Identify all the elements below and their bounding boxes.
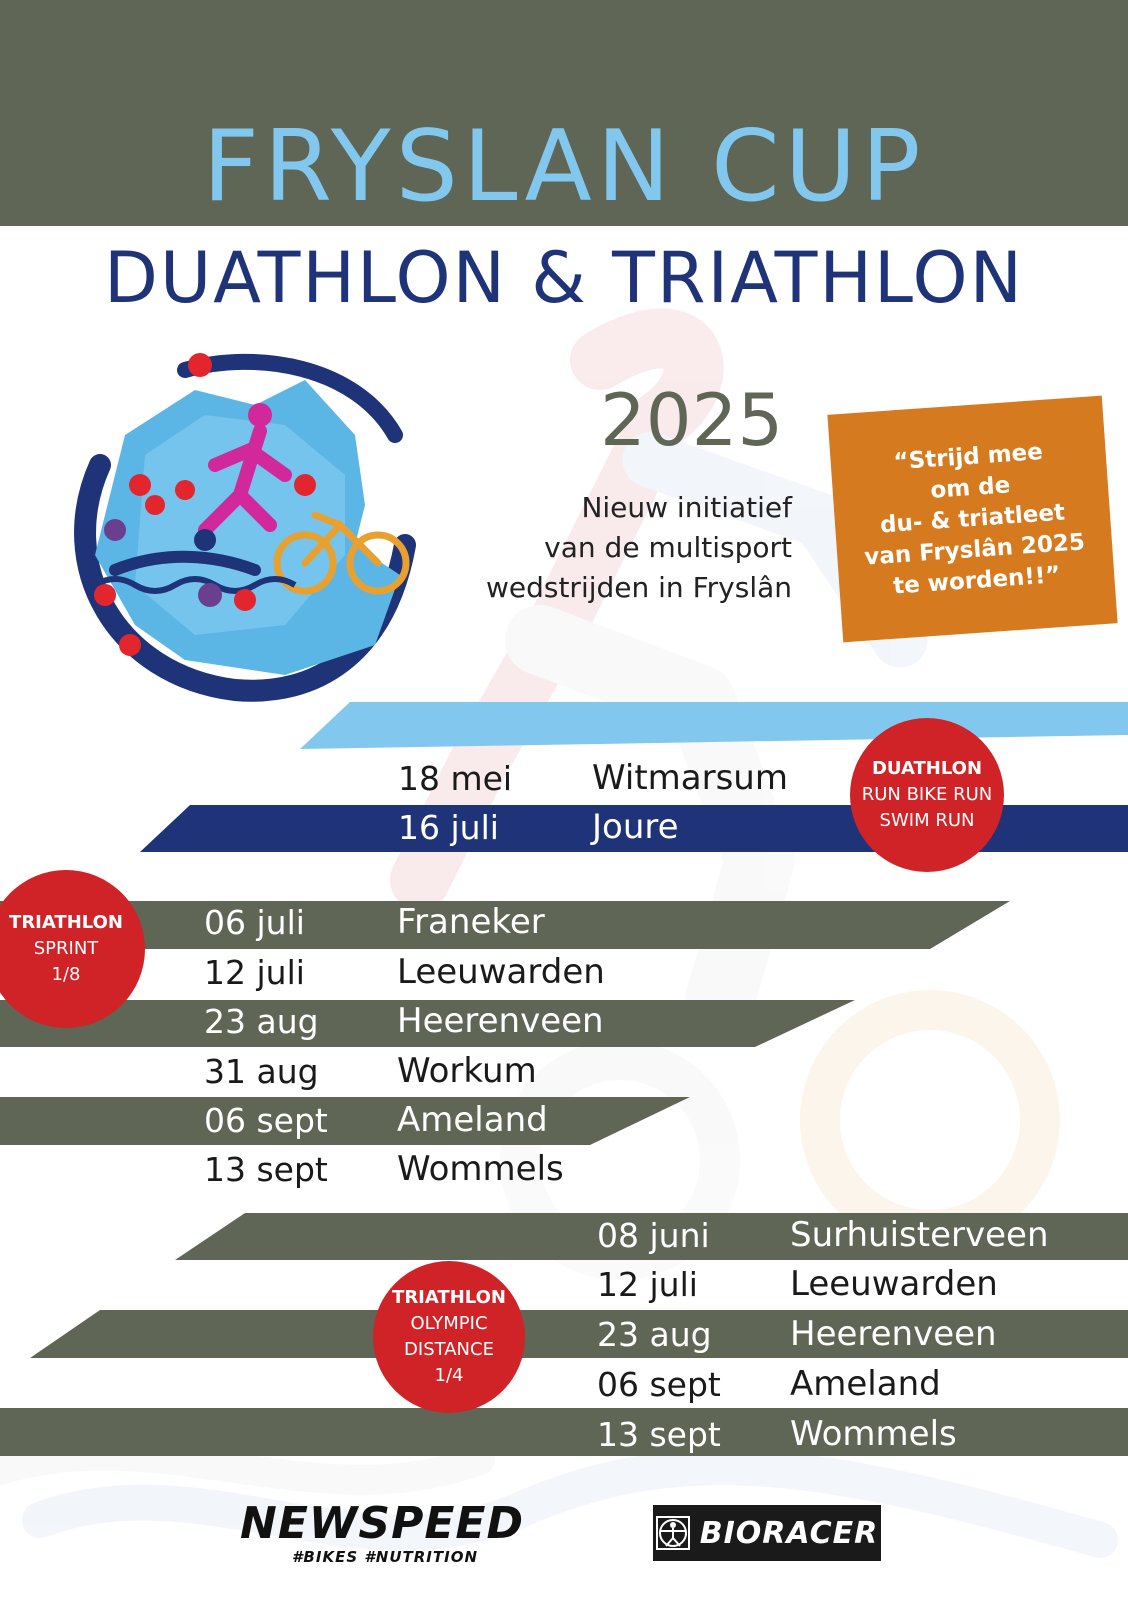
sprint-place: Ameland bbox=[397, 1100, 548, 1140]
olympic-date: 23 aug bbox=[597, 1315, 712, 1354]
olympic-date: 12 juli bbox=[597, 1265, 698, 1304]
badge-line: SPRINT bbox=[33, 938, 99, 959]
intro-text: Nieuw initiatief van de multisport wedst… bbox=[400, 488, 792, 608]
duathlon-band-top bbox=[300, 702, 1128, 749]
duathlon-place: Witmarsum bbox=[592, 758, 788, 798]
sprint-band-3 bbox=[0, 1097, 690, 1145]
newspeed-tagline: #BIKES #NUTRITION bbox=[292, 1548, 478, 1566]
olympic-date: 08 juni bbox=[597, 1216, 710, 1255]
sprint-badge: TRIATHLON SPRINT 1/8 bbox=[0, 870, 145, 1028]
sprint-date: 06 sept bbox=[204, 1101, 328, 1140]
sprint-date: 31 aug bbox=[204, 1052, 319, 1091]
sprint-band-2 bbox=[0, 1000, 855, 1047]
sprint-date: 23 aug bbox=[204, 1002, 319, 1041]
sprint-place: Leeuwarden bbox=[397, 952, 605, 992]
badge-line: RUN BIKE RUN bbox=[861, 784, 993, 805]
vitruvian-icon bbox=[655, 1516, 690, 1550]
intro-line: wedstrijden in Fryslân bbox=[485, 571, 792, 604]
newspeed-logo: NEWSPEED bbox=[240, 1498, 524, 1549]
olympic-place: Heerenveen bbox=[790, 1314, 997, 1354]
badge-title: DUATHLON bbox=[871, 758, 983, 779]
badge-title: TRIATHLON bbox=[392, 1287, 506, 1308]
olympic-band-2 bbox=[30, 1310, 1128, 1358]
olympic-place: Surhuisterveen bbox=[790, 1215, 1049, 1255]
badge-line: 1/4 bbox=[434, 1365, 464, 1386]
header-band bbox=[0, 0, 1128, 226]
sprint-date: 12 juli bbox=[204, 953, 305, 992]
intro-line: Nieuw initiatief bbox=[581, 491, 792, 524]
duathlon-place: Joure bbox=[592, 807, 679, 847]
sprint-place: Franeker bbox=[397, 902, 545, 942]
year-label: 2025 bbox=[600, 378, 784, 462]
badge-line: 1/8 bbox=[51, 964, 81, 985]
olympic-band-3 bbox=[0, 1408, 1128, 1456]
olympic-date: 13 sept bbox=[597, 1415, 721, 1454]
bioracer-text: BIORACER bbox=[699, 1515, 879, 1551]
olympic-place: Ameland bbox=[790, 1364, 941, 1404]
sprint-band-1 bbox=[0, 901, 1010, 949]
olympic-band-1 bbox=[175, 1213, 1128, 1260]
olympic-place: Wommels bbox=[790, 1414, 957, 1454]
badge-line: DISTANCE bbox=[404, 1339, 494, 1360]
badge-title: TRIATHLON bbox=[9, 912, 123, 933]
badge-line: OLYMPIC bbox=[410, 1313, 488, 1334]
olympic-place: Leeuwarden bbox=[790, 1264, 998, 1304]
sprint-place: Workum bbox=[397, 1051, 537, 1091]
duathlon-date: 16 juli bbox=[398, 808, 499, 847]
sprint-place: Wommels bbox=[397, 1149, 564, 1189]
sprint-date: 13 sept bbox=[204, 1150, 328, 1189]
cup-logo bbox=[74, 353, 416, 702]
duathlon-badge: DUATHLON RUN BIKE RUN SWIM RUN bbox=[850, 718, 1004, 872]
intro-line: van de multisport bbox=[544, 531, 792, 564]
duathlon-date: 18 mei bbox=[398, 759, 513, 798]
sprint-date: 06 juli bbox=[204, 903, 305, 942]
page-subtitle: DUATHLON & TRIATHLON bbox=[104, 237, 1024, 319]
olympic-date: 06 sept bbox=[597, 1365, 721, 1404]
olympic-badge: TRIATHLON OLYMPIC DISTANCE 1/4 bbox=[373, 1261, 525, 1413]
bioracer-logo: BIORACER bbox=[653, 1505, 881, 1561]
badge-line: SWIM RUN bbox=[879, 810, 975, 831]
page-title: FRYSLAN CUP bbox=[202, 110, 926, 224]
sprint-place: Heerenveen bbox=[397, 1001, 604, 1041]
